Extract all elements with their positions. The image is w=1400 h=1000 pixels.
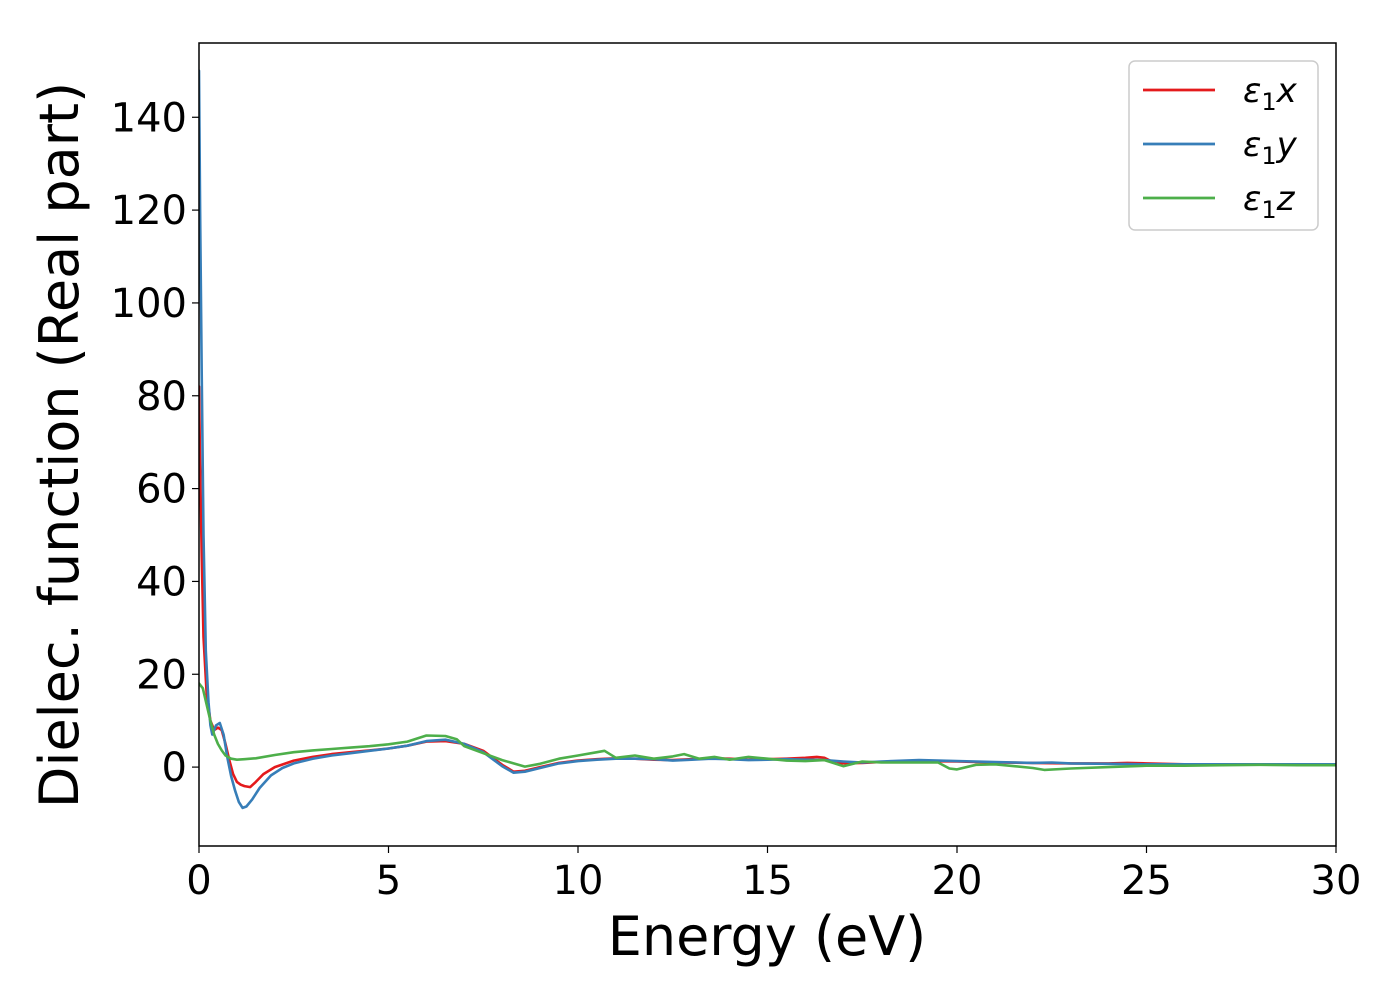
- y-tick-label: 140: [111, 95, 187, 141]
- y-tick-label: 60: [136, 467, 187, 513]
- y-tick-label: 120: [111, 188, 187, 234]
- y-tick-label: 100: [111, 281, 187, 327]
- legend-label-x: ε1x: [1243, 71, 1298, 116]
- y-axis: 0 20 40 60 80 100 120 140: [111, 95, 199, 791]
- y-tick-label: 20: [136, 652, 187, 698]
- x-tick-label: 5: [376, 858, 401, 904]
- x-axis-label: Energy (eV): [608, 905, 927, 968]
- y-tick-label: 0: [162, 745, 187, 791]
- x-tick-label: 25: [1121, 858, 1172, 904]
- y-tick-label: 80: [136, 374, 187, 420]
- legend: ε1x ε1y ε1z: [1128, 60, 1319, 231]
- y-tick-label: 40: [136, 559, 187, 605]
- x-tick-label: 15: [742, 858, 793, 904]
- x-tick-label: 10: [553, 858, 604, 904]
- legend-label-z: ε1z: [1243, 179, 1296, 224]
- x-axis: 0 5 10 15 20 25 30: [186, 846, 1361, 904]
- x-tick-label: 20: [932, 858, 983, 904]
- legend-box: [1128, 60, 1319, 231]
- y-axis-label: Dielec. function (Real part): [28, 82, 91, 808]
- series-line-z: [199, 682, 1336, 772]
- legend-label-y: ε1y: [1243, 125, 1298, 170]
- series-layer: [199, 69, 1336, 810]
- x-tick-label: 0: [186, 858, 211, 904]
- x-tick-label: 30: [1311, 858, 1362, 904]
